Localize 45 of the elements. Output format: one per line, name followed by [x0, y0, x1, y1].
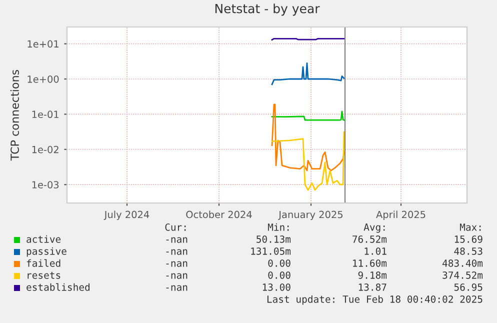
text: 11.60m	[353, 259, 387, 267]
text: Max:	[460, 224, 481, 231]
text: 13.00	[262, 283, 290, 291]
y-tick-label: 1e+01	[28, 40, 58, 48]
text: 56.95	[454, 283, 482, 291]
text: Min:	[268, 223, 289, 231]
text: 483.40m	[442, 259, 483, 267]
text: -nan	[166, 285, 188, 291]
legend-label: passive	[26, 247, 66, 257]
text: 15.69	[454, 235, 482, 243]
x-tick-label: April 2025	[376, 210, 426, 220]
line-series	[271, 110, 345, 121]
text: -nan	[166, 249, 188, 255]
x-tick-label: January 2025	[278, 210, 342, 220]
text: -nan	[166, 261, 188, 267]
text: 48.53	[454, 247, 482, 255]
line-series	[271, 104, 345, 172]
legend-label: established	[26, 283, 90, 291]
y-axis-title: TCP connections	[10, 70, 19, 161]
text: 374.52m	[442, 271, 483, 279]
text: 13.87	[358, 283, 386, 291]
chart-title: Netstat - by year	[215, 4, 320, 16]
y-tick-label: 1e-01	[32, 110, 58, 118]
text: 1.01	[364, 247, 386, 255]
y-tick-label: 1e-02	[32, 146, 58, 154]
text: Cur:	[165, 223, 186, 231]
text: Avg:	[364, 224, 385, 233]
text: Last update: Tue Feb 18 00:40:02 2025	[267, 295, 482, 305]
y-tick-label: 1e-03	[32, 181, 59, 188]
text: -nan	[166, 237, 188, 243]
text: 0.00	[268, 271, 290, 279]
text: 50.13m	[256, 235, 291, 243]
text: 9.18m	[358, 271, 387, 279]
x-tick-label: July 2024	[104, 210, 150, 220]
y-tick-label: 1e+00	[28, 75, 59, 83]
legend-label: active	[26, 235, 61, 243]
legend-label: failed	[26, 259, 60, 267]
text: -nan	[166, 273, 188, 279]
text: 0.00	[268, 259, 290, 267]
line-series	[271, 131, 345, 191]
text: 131.05m	[251, 247, 291, 255]
legend-label: resets	[28, 272, 60, 279]
x-tick-label: October 2024	[186, 210, 252, 218]
text: 76.52m	[352, 235, 387, 243]
line-series	[271, 62, 345, 86]
